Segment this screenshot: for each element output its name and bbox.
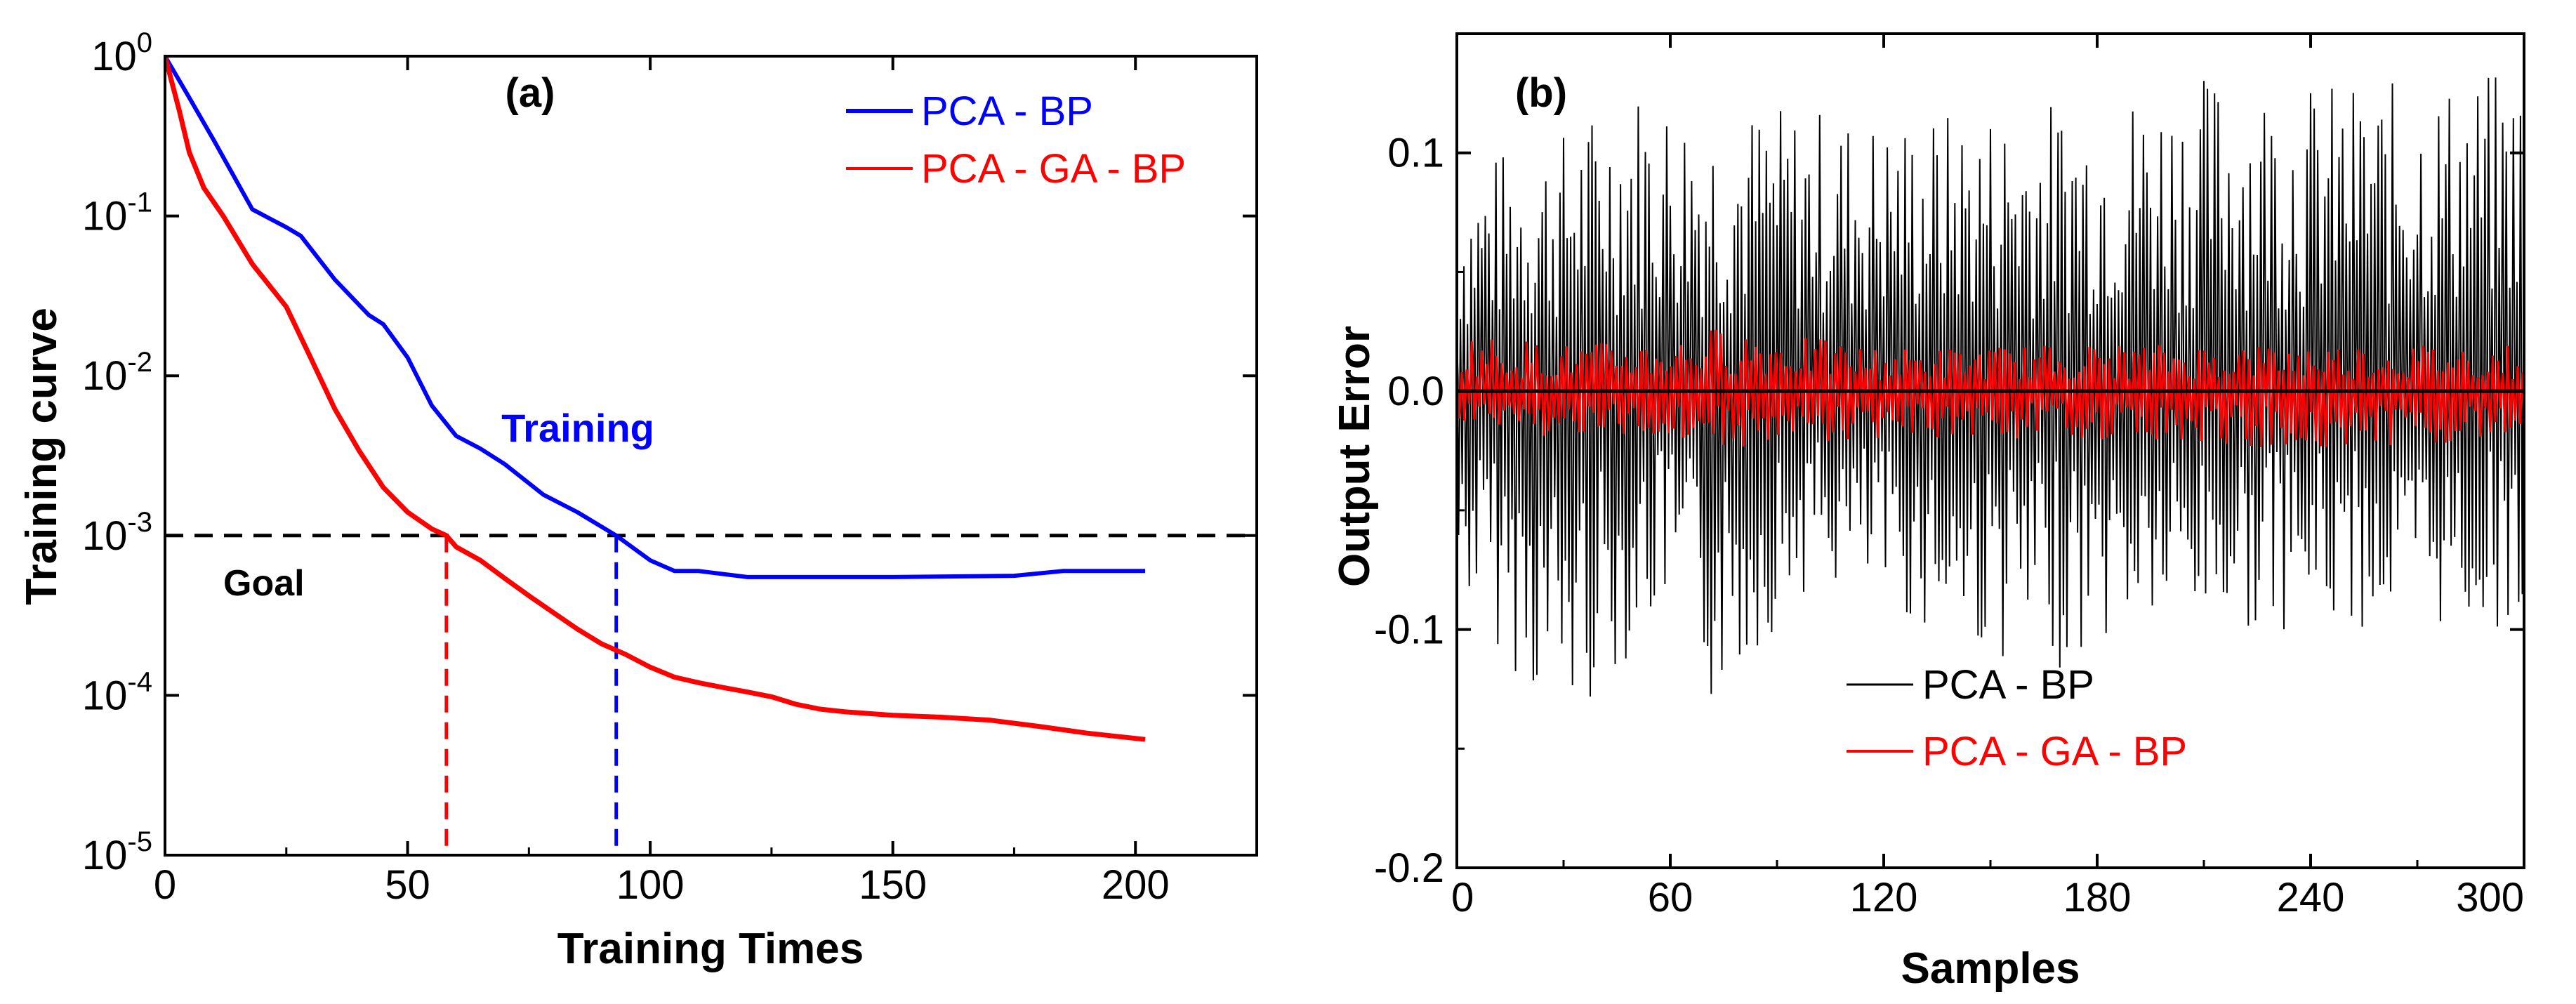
panel-a-y-tick-exponent: -3 bbox=[127, 507, 152, 538]
panel-b-x-tick-label: 60 bbox=[1648, 875, 1693, 920]
panel-b-y-tick-label: -0.2 bbox=[1374, 845, 1444, 891]
panel-a-y-tick-label: 10-2 bbox=[82, 347, 152, 399]
panel-a-x-axis-title: Training Times bbox=[557, 925, 864, 973]
panel-a-y-tick-exponent: -2 bbox=[127, 347, 152, 378]
panel-a-legend: PCA - BP PCA - GA - BP bbox=[846, 88, 1186, 192]
panel-a-y-tick-exponent: -1 bbox=[127, 187, 152, 218]
panel-a-series-pca-bp-line bbox=[165, 56, 1145, 579]
panel-a-plot-content bbox=[165, 56, 1257, 855]
panel-b-x-axis-title: Samples bbox=[1901, 944, 2080, 993]
panel-b-legend: PCA - BP PCA - GA - BP bbox=[1847, 662, 2187, 774]
panel-a-x-tick-label: 200 bbox=[1102, 862, 1170, 908]
panel-a-goal-label: Goal bbox=[223, 563, 305, 604]
panel-b-y-axis-title: Output Error bbox=[1330, 326, 1379, 587]
panel-a-y-tick-label: 10-3 bbox=[82, 507, 152, 559]
panel-b-y-tick-label: 0.1 bbox=[1387, 131, 1444, 176]
panel-b-plot-content bbox=[1457, 77, 2524, 697]
panel-b-legend-label-pca-bp: PCA - BP bbox=[1922, 662, 2094, 708]
panel-b-ticks: 0 60 120 180 240 300 0.1 0.0 -0.1 -0.2 bbox=[1374, 34, 2525, 920]
panel-b-x-tick-label: 240 bbox=[2277, 875, 2345, 920]
panel-a-annotation-training: Training bbox=[501, 406, 654, 450]
panel-b-x-tick-label: 300 bbox=[2456, 875, 2524, 920]
panel-b-legend-label-pca-ga-bp: PCA - GA - BP bbox=[1922, 729, 2187, 774]
panel-b-x-tick-label: 0 bbox=[1451, 875, 1474, 920]
panel-b-series-pca-ga-bp-line bbox=[1457, 329, 2524, 447]
panel-a-y-tick-exponent: -4 bbox=[127, 666, 152, 697]
panel-b-y-tick-label: -0.1 bbox=[1374, 607, 1444, 653]
panel-b-x-tick-label: 180 bbox=[2063, 875, 2132, 920]
panel-a-y-axis-title: Training curve bbox=[18, 308, 66, 605]
panel-b-x-tick-label: 120 bbox=[1850, 875, 1918, 920]
panel-a-x-tick-label: 150 bbox=[859, 862, 927, 908]
panel-a-y-tick-exponent: -5 bbox=[127, 826, 152, 857]
panel-b-label: (b) bbox=[1515, 70, 1567, 116]
panel-a-y-tick-label: 10-4 bbox=[82, 666, 152, 718]
panel-b-series-pca-bp-line bbox=[1457, 77, 2524, 697]
panel-a-series-pca-ga-bp-line bbox=[165, 56, 1146, 742]
panel-a-legend-label-pca-bp: PCA - BP bbox=[921, 88, 1093, 134]
panel-a-plot-frame bbox=[164, 55, 1258, 857]
panel-a-y-tick-label: 100 bbox=[91, 27, 152, 79]
panel-a-x-tick-label: 0 bbox=[154, 862, 176, 908]
panel-a-y-tick-label: 10-5 bbox=[82, 826, 152, 878]
panel-a-legend-label-pca-ga-bp: PCA - GA - BP bbox=[921, 146, 1186, 192]
panel-a-x-tick-label: 100 bbox=[616, 862, 685, 908]
panel-a-y-tick-label: 10-1 bbox=[82, 187, 152, 239]
panel-a-label: (a) bbox=[506, 70, 555, 116]
panel-a-x-tick-label: 50 bbox=[385, 862, 430, 908]
panel-a-y-tick-exponent: 0 bbox=[137, 27, 152, 58]
panel-b: 0 60 120 180 240 300 0.1 0.0 -0.1 -0.2 (b) PCA - … bbox=[1330, 32, 2525, 993]
panel-b-y-tick-label: 0.0 bbox=[1387, 369, 1444, 414]
